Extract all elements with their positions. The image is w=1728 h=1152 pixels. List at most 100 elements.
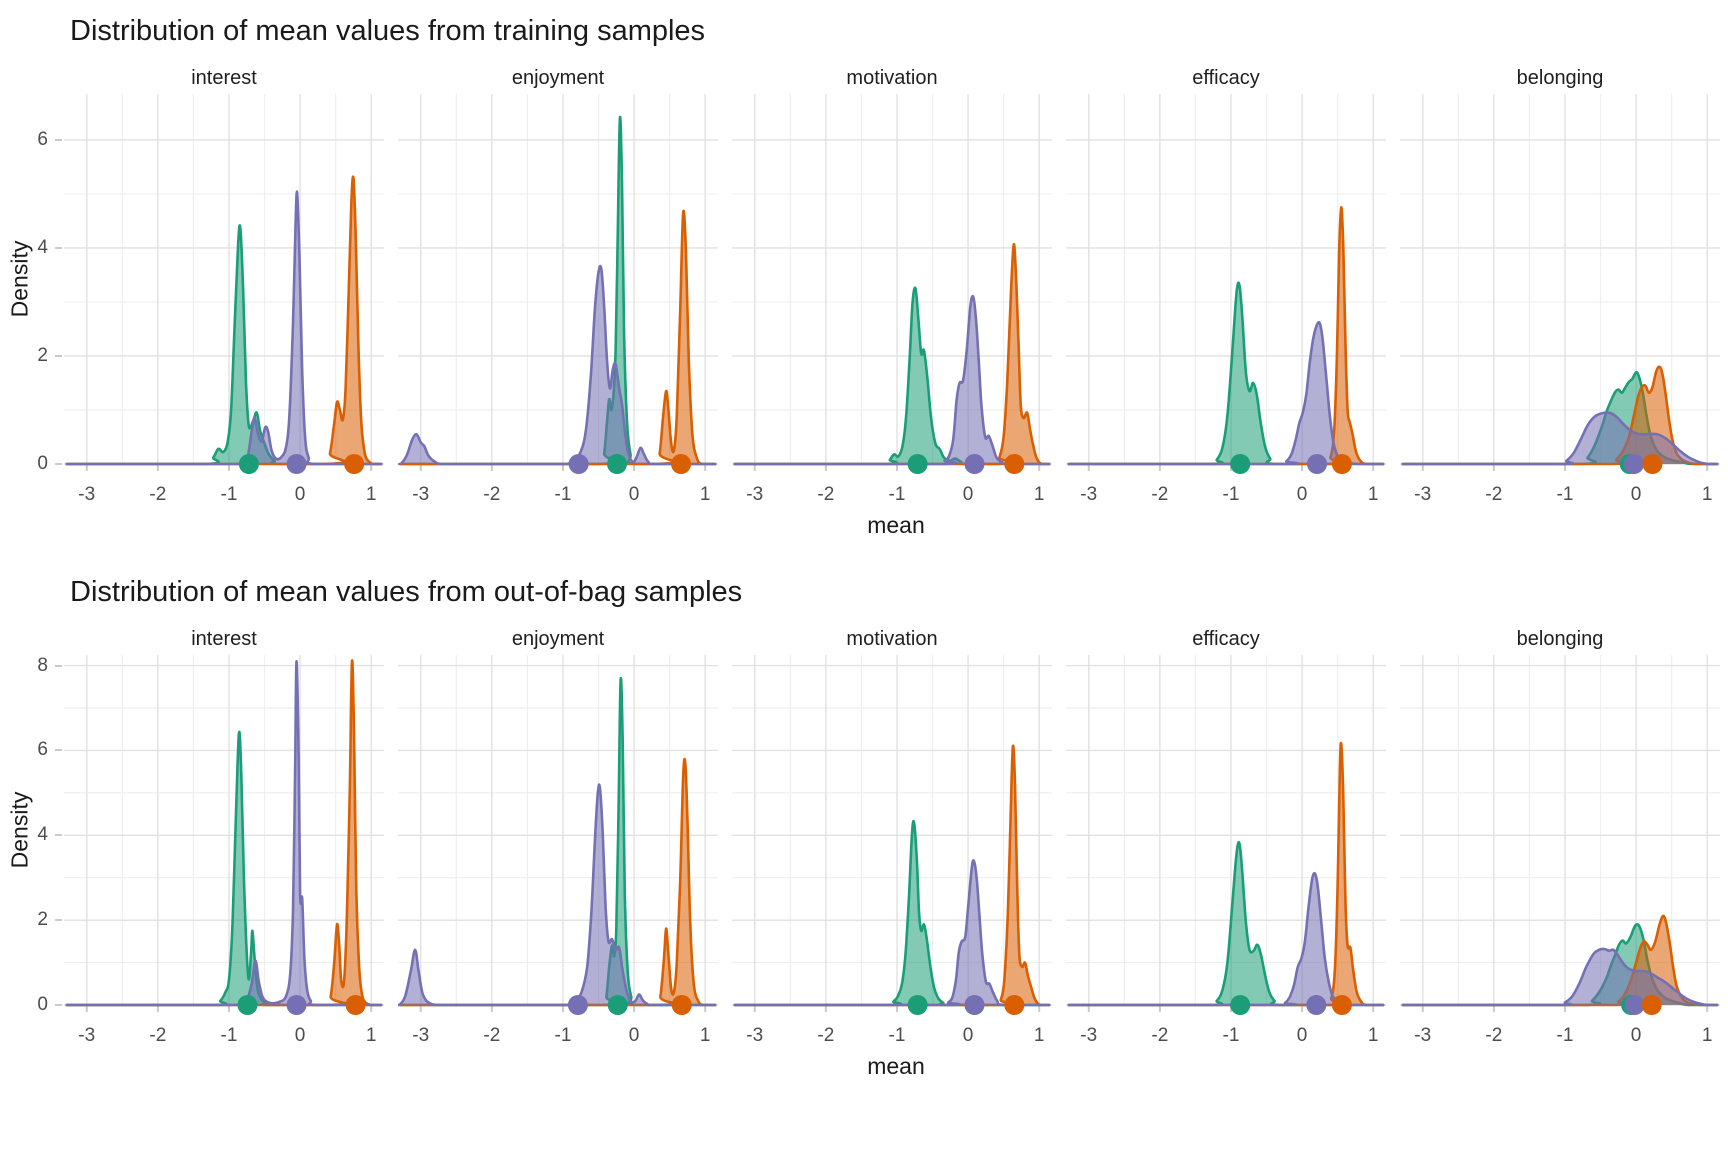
facet-strip-label: interest (191, 67, 257, 89)
facet-strip-label: enjoyment (511, 67, 605, 89)
mean-dot-green (607, 454, 628, 474)
mean-dot-orange (1004, 454, 1025, 474)
x-tick-label: -1 (1223, 1025, 1240, 1046)
mean-dot-purple (568, 454, 589, 474)
mean-dot-purple (1624, 995, 1645, 1015)
x-tick-label: 0 (295, 1025, 306, 1046)
x-tick-label: -2 (1151, 484, 1168, 505)
x-tick-label: 0 (629, 1025, 640, 1046)
x-tick-label: 1 (366, 1025, 377, 1046)
x-tick-label: -1 (1557, 484, 1574, 505)
density-curve-purple (398, 264, 717, 466)
x-tick-label: -3 (412, 1025, 429, 1046)
density-curve-orange (399, 209, 717, 466)
x-tick-label: -3 (1080, 1025, 1097, 1046)
density-fill-orange (400, 759, 716, 1005)
mean-dot-purple (286, 454, 307, 474)
y-axis-title-oob: Density (6, 791, 33, 869)
x-tick-label: -1 (221, 484, 238, 505)
density-curve-purple (733, 859, 1051, 1007)
x-tick-label: 1 (1702, 484, 1713, 505)
chart-section-training: Distribution of mean values from trainin… (0, 0, 1728, 539)
y-tick-label: 2 (37, 344, 48, 366)
mean-dot-green (907, 995, 928, 1015)
facet-plot-efficacy: -3 -2 -1 0 1 (1066, 94, 1386, 505)
x-tick-label: 1 (1368, 1025, 1379, 1046)
facet-enjoyment: enjoyment -3 -2 -1 0 1 (398, 627, 718, 1051)
mean-dot-green (237, 995, 258, 1015)
facet-interest: interest -3 -2 -1 0 1 (64, 627, 384, 1051)
mean-dot-orange (1641, 995, 1662, 1015)
y-tick-mark (55, 354, 62, 357)
x-tick-label: -2 (817, 484, 834, 505)
y-tick-label: 4 (37, 236, 48, 258)
x-tick-label: 1 (1034, 484, 1045, 505)
mean-dot-purple (567, 995, 588, 1015)
y-tick-label: 8 (37, 654, 48, 676)
facet-strip-label: interest (191, 628, 257, 650)
x-tick-label: -2 (483, 484, 500, 505)
x-tick-label: -3 (746, 1025, 763, 1046)
density-curve-purple (65, 660, 383, 1007)
density-curve-green (733, 819, 1051, 1007)
x-tick-label: -3 (412, 484, 429, 505)
mean-dot-orange (671, 995, 692, 1015)
y-tick-mark (55, 664, 62, 667)
facet-plot-efficacy: -3 -2 -1 0 1 (1066, 655, 1386, 1046)
y-tick-mark (55, 749, 62, 752)
facet-belonging: belonging -3 -2 -1 0 1 (1400, 66, 1720, 510)
mean-dot-orange (1004, 995, 1025, 1015)
density-curve-orange (399, 757, 717, 1007)
x-tick-label: -2 (1485, 484, 1502, 505)
mean-dot-orange (1331, 454, 1352, 474)
x-tick-label: 0 (963, 1025, 974, 1046)
x-tick-label: 0 (963, 484, 974, 505)
y-tick-mark (55, 834, 62, 837)
y-axis-training: Density 0 2 4 6 (0, 66, 64, 510)
density-curve-green (1067, 840, 1385, 1007)
facet-strip-label: efficacy (1192, 67, 1260, 89)
facet-strip-label: motivation (846, 628, 938, 650)
mean-dot-orange (1642, 454, 1663, 474)
facet-plot-interest: -3 -2 -1 0 1 (64, 94, 384, 505)
facet-plot-motivation: -3 -2 -1 0 1 (732, 655, 1052, 1046)
y-tick-label: 4 (37, 824, 48, 846)
facet-strip-label: belonging (1516, 67, 1604, 89)
density-curve-purple (1401, 947, 1719, 1007)
density-fill-green (734, 287, 1050, 464)
facet-belonging: belonging -3 -2 -1 0 1 (1400, 627, 1720, 1051)
y-tick-mark (55, 919, 62, 922)
facet-strip-label: efficacy (1192, 628, 1260, 650)
y-tick-label: 0 (37, 453, 48, 474)
x-tick-label: -1 (221, 1025, 238, 1046)
mean-dot-orange (344, 454, 365, 474)
density-fill-purple (1402, 948, 1718, 1005)
mean-dot-green (607, 995, 628, 1015)
x-tick-label: 0 (295, 484, 306, 505)
density-fill-orange (734, 745, 1050, 1005)
y-tick-mark (55, 246, 62, 249)
density-curve-purple (65, 190, 383, 466)
chart-body-training: Density 0 2 4 6 interest -3 -2 -1 0 1 enjoyment -3… (0, 66, 1728, 510)
density-fill-purple (734, 296, 1050, 464)
x-tick-label: -1 (555, 1025, 572, 1046)
facet-plot-enjoyment: -3 -2 -1 0 1 (398, 94, 718, 505)
facet-plot-interest: -3 -2 -1 0 1 (64, 655, 384, 1046)
mean-dot-orange (671, 454, 692, 474)
density-curve-green (733, 286, 1051, 466)
chart-title-oob: Distribution of mean values from out-of-… (70, 576, 743, 608)
mean-dot-purple (964, 995, 985, 1015)
y-tick-label: 6 (37, 739, 48, 761)
density-fill-orange (1068, 207, 1384, 464)
density-curve-orange (733, 242, 1051, 466)
density-fill-purple (1068, 873, 1384, 1005)
x-tick-label: -1 (1223, 484, 1240, 505)
density-fill-orange (66, 660, 382, 1005)
density-curve-green (1067, 281, 1385, 466)
mean-dot-green (907, 454, 928, 474)
facet-enjoyment: enjoyment -3 -2 -1 0 1 (398, 66, 718, 510)
y-axis-oob: Density 0 2 4 6 8 (0, 627, 64, 1051)
x-tick-label: 0 (1297, 484, 1308, 505)
x-tick-label: -3 (746, 484, 763, 505)
x-tick-label: 1 (1702, 1025, 1713, 1046)
